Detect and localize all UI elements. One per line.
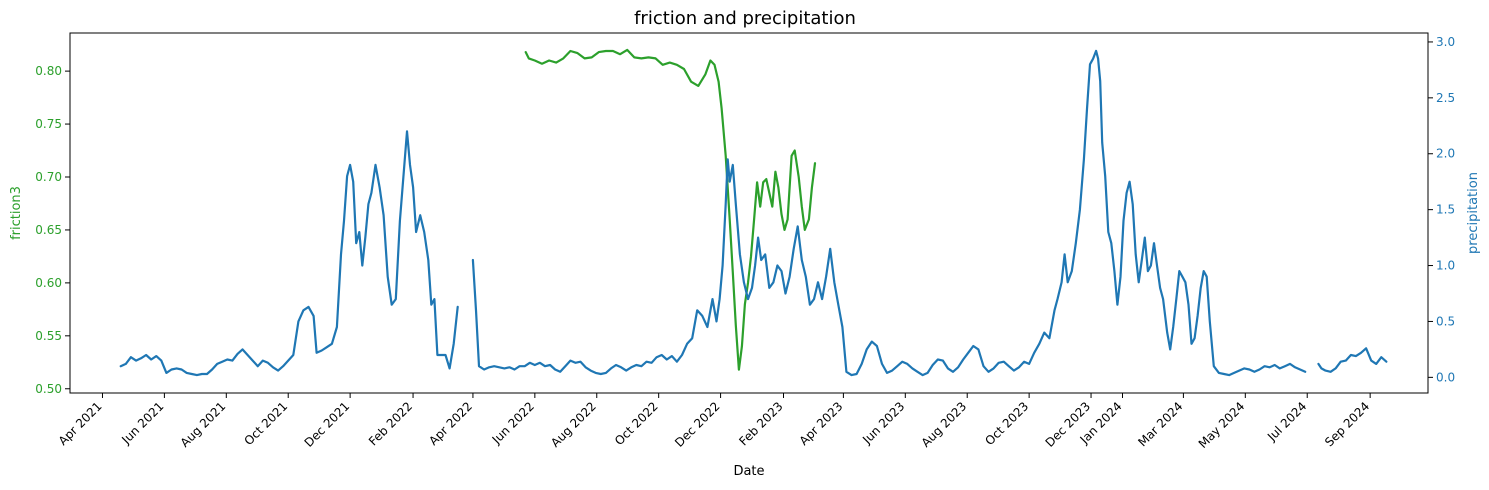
x-tick-label: Oct 2021 bbox=[241, 399, 290, 448]
x-tick-label: Aug 2023 bbox=[919, 399, 970, 450]
series-layer bbox=[119, 48, 1388, 377]
friction3-line-segment-1 bbox=[524, 48, 817, 371]
x-tick-label: Aug 2022 bbox=[548, 399, 599, 450]
x-tick-label: Apr 2021 bbox=[56, 399, 105, 448]
y-left-tick-label: 0.65 bbox=[35, 223, 62, 237]
x-tick-label: Oct 2022 bbox=[612, 399, 661, 448]
x-axis-label: Date bbox=[733, 464, 764, 479]
x-tick-label: Jun 2021 bbox=[118, 399, 166, 447]
x-tick-label: Jun 2022 bbox=[489, 399, 537, 447]
y-left-tick-label: 0.75 bbox=[35, 117, 62, 131]
x-tick-label: Apr 2022 bbox=[426, 399, 475, 448]
y-left-tick-label: 0.60 bbox=[35, 276, 62, 290]
y-axis-left-label: friction3 bbox=[9, 186, 24, 240]
x-tick-label: Mar 2024 bbox=[1135, 399, 1185, 449]
y-left-tick-label: 0.70 bbox=[35, 170, 62, 184]
precipitation-line-segment-3 bbox=[1317, 347, 1388, 373]
y-left-tick-label: 0.80 bbox=[35, 64, 62, 78]
x-tick-label: May 2024 bbox=[1196, 399, 1248, 451]
y-axis-right-label: precipitation bbox=[1466, 172, 1481, 254]
y-left-tick-label: 0.55 bbox=[35, 329, 62, 343]
x-tick-label: Jul 2024 bbox=[1264, 399, 1309, 444]
x-tick-label: Oct 2023 bbox=[982, 399, 1031, 448]
x-tick-label: Feb 2022 bbox=[366, 399, 415, 448]
y-right-tick-label: 2.0 bbox=[1436, 147, 1455, 161]
x-tick-label: Jun 2023 bbox=[859, 399, 907, 447]
y-right-tick-label: 0.5 bbox=[1436, 314, 1455, 328]
precipitation-line-segment-2 bbox=[471, 49, 1307, 377]
x-tick-label: Feb 2023 bbox=[736, 399, 785, 448]
y-axis-right: 0.0 0.5 1.0 1.5 2.0 2.5 3.0 bbox=[1428, 35, 1455, 384]
chart-title: friction and precipitation bbox=[634, 8, 856, 29]
y-axis-left: 0.50 0.55 0.60 0.65 0.70 0.75 0.80 bbox=[35, 64, 70, 396]
x-axis: Apr 2021 Jun 2021 Aug 2021 Oct 2021 Dec 2021… bbox=[56, 393, 1372, 451]
y-right-tick-label: 0.0 bbox=[1436, 370, 1455, 384]
y-right-tick-label: 3.0 bbox=[1436, 35, 1455, 49]
plot-frame bbox=[69, 32, 1429, 394]
precipitation-line-segment-1 bbox=[119, 130, 459, 377]
x-tick-label: Dec 2021 bbox=[302, 399, 353, 450]
y-right-tick-label: 1.0 bbox=[1436, 259, 1455, 273]
x-tick-label: Apr 2023 bbox=[797, 399, 846, 448]
x-tick-label: Sep 2024 bbox=[1322, 399, 1372, 449]
y-right-tick-label: 1.5 bbox=[1436, 203, 1455, 217]
x-tick-label: Aug 2021 bbox=[178, 399, 229, 450]
y-left-tick-label: 0.50 bbox=[35, 382, 62, 396]
y-right-tick-label: 2.5 bbox=[1436, 91, 1455, 105]
x-tick-label: Dec 2022 bbox=[672, 399, 723, 450]
